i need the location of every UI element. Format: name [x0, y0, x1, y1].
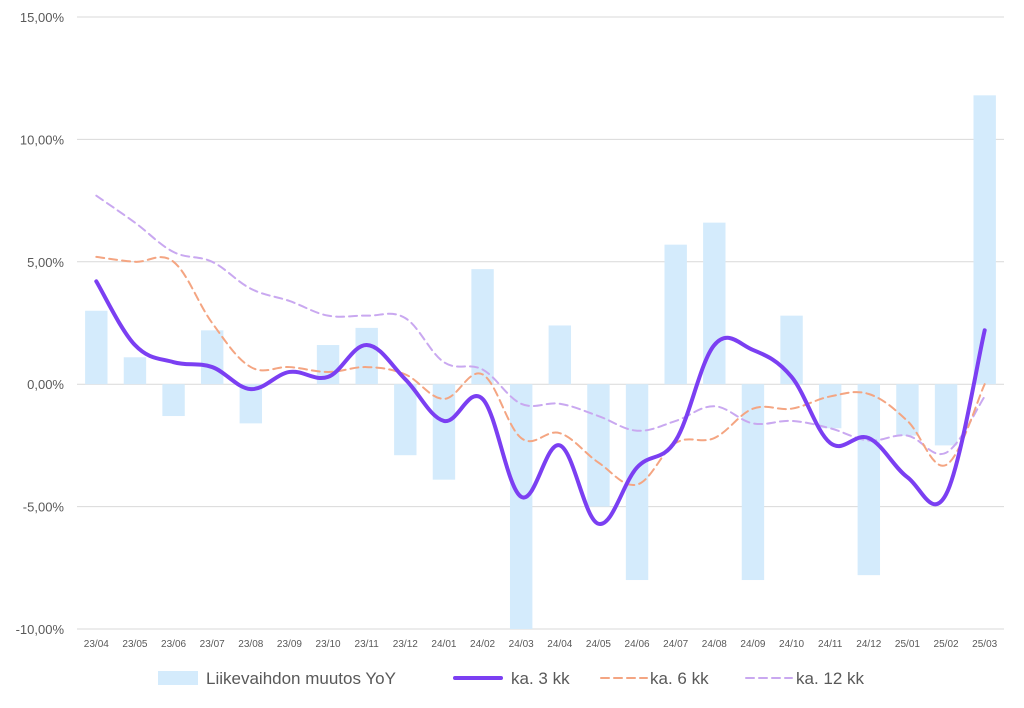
bar [818, 384, 842, 429]
bar [780, 315, 803, 385]
x-tick-label: 23/11 [355, 639, 380, 650]
series-line [95, 255, 986, 487]
x-tick-label: 25/02 [934, 639, 959, 650]
x-tick-label: 23/09 [277, 639, 302, 650]
x-tick-label: 24/09 [740, 639, 765, 650]
bar [741, 384, 765, 581]
bar [934, 384, 958, 446]
bar [548, 325, 572, 385]
series-line [94, 279, 987, 526]
bar [509, 384, 533, 629]
legend-label: ka. 6 kk [650, 669, 709, 688]
series-line [95, 194, 986, 456]
x-axis-ticks: 23/04 23/05 23/06 23/07 23/08 23/09 23/10 23/11… [84, 639, 998, 650]
bar [471, 269, 494, 385]
bar [664, 244, 687, 385]
x-tick-label: 23/08 [238, 639, 263, 650]
x-tick-label: 24/12 [856, 639, 881, 650]
x-tick-label: 25/03 [972, 639, 997, 650]
x-tick-label: 24/08 [702, 639, 727, 650]
bar [973, 95, 996, 385]
bar [896, 384, 919, 436]
x-tick-label: 24/03 [509, 639, 534, 650]
y-tick-label: 5,00% [27, 255, 64, 270]
x-tick-label: 24/04 [547, 639, 572, 650]
bar [857, 384, 881, 576]
bar-series [85, 95, 996, 629]
x-tick-label: 23/10 [316, 639, 341, 650]
y-tick-label: 10,00% [20, 132, 65, 147]
y-tick-label: 0,00% [27, 377, 64, 392]
y-tick-label: 15,00% [20, 10, 65, 25]
bar [162, 384, 185, 417]
x-tick-label: 23/06 [161, 639, 186, 650]
x-tick-label: 24/05 [586, 639, 611, 650]
bar [587, 384, 610, 507]
x-tick-label: 23/12 [393, 639, 418, 650]
bar [432, 384, 456, 480]
bar [355, 327, 378, 385]
x-tick-label: 24/10 [779, 639, 804, 650]
gridlines [77, 16, 1004, 630]
bar [394, 384, 417, 456]
legend-swatch [158, 671, 198, 685]
legend: Liikevaihdon muutos YoY ka. 3 kk ka. 6 kk k… [158, 669, 865, 688]
bar [200, 330, 224, 385]
legend-label: ka. 12 kk [796, 669, 865, 688]
y-tick-label: -5,00% [23, 500, 65, 515]
x-tick-label: 24/06 [625, 639, 650, 650]
y-axis-ticks: 15,00% 10,00% 5,00% 0,00% -5,00% -10,00% [16, 10, 65, 637]
x-tick-label: 23/04 [84, 639, 109, 650]
y-tick-label: -10,00% [16, 622, 65, 637]
legend-label: ka. 3 kk [511, 669, 570, 688]
bar [239, 384, 263, 424]
bar [625, 384, 649, 581]
x-tick-label: 23/07 [200, 639, 225, 650]
bar [703, 222, 726, 385]
bar [123, 357, 147, 385]
x-tick-label: 24/01 [431, 639, 456, 650]
line-series [94, 194, 987, 526]
x-tick-label: 24/11 [818, 639, 843, 650]
x-tick-label: 24/07 [663, 639, 688, 650]
x-tick-label: 23/05 [122, 639, 147, 650]
x-tick-label: 25/01 [895, 639, 920, 650]
bar [85, 310, 108, 385]
x-tick-label: 24/02 [470, 639, 495, 650]
legend-label: Liikevaihdon muutos YoY [206, 669, 396, 688]
